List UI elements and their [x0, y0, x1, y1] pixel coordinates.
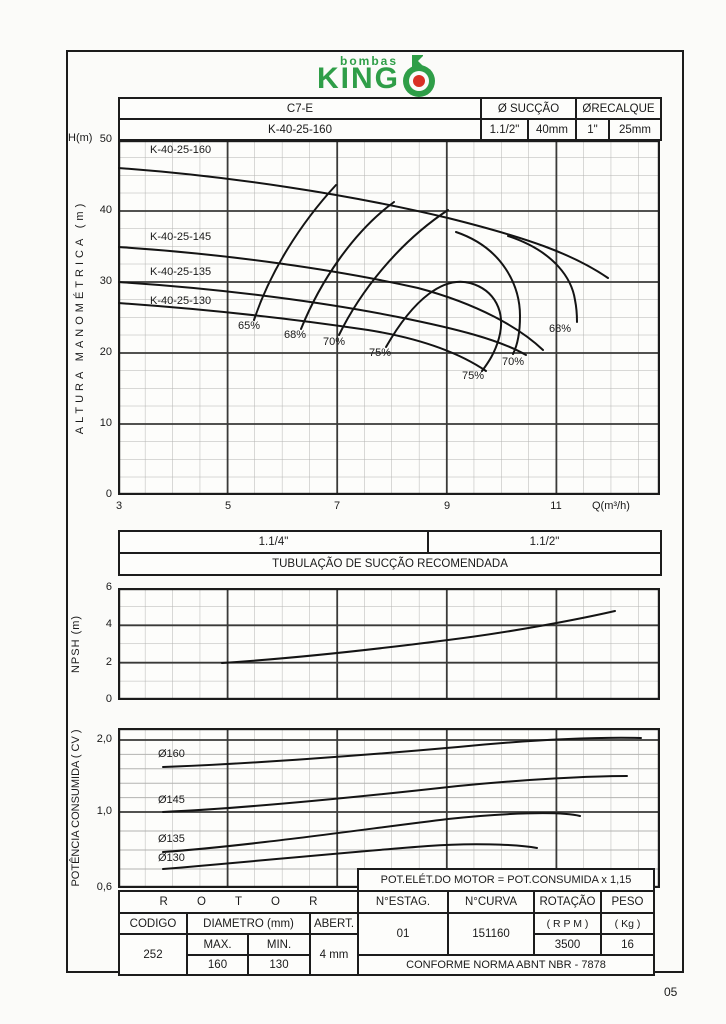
ytick-50: 50 [99, 133, 112, 145]
aperture-value-cell: 4 mm [309, 933, 359, 976]
stages-header-cell: N°ESTAG. [357, 890, 449, 914]
xtick-7: 7 [333, 500, 341, 512]
max-header-cell: MAX. [186, 933, 249, 956]
norm-cell: CONFORME NORMA ABNT NBR - 7878 [357, 954, 655, 976]
eff-label-75-right: 75% [462, 370, 485, 382]
xtick-5: 5 [224, 500, 232, 512]
series-cell: C7-E [118, 97, 482, 120]
suction-pipe-opt1-cell: 1.1/4" [118, 530, 429, 554]
ytick-10: 10 [99, 417, 112, 429]
weight-value-cell: 16 [600, 933, 655, 956]
discharge-header-cell: ØRECALQUE [575, 97, 662, 120]
max-value-cell: 160 [186, 954, 249, 976]
suction-header-cell: Ø SUCÇÃO [480, 97, 577, 120]
brand-name-label: KING [317, 62, 400, 95]
curve-label-130: K-40-25-130 [150, 295, 212, 307]
rotation-value-cell: 3500 [533, 933, 602, 956]
power-curve-label-160: Ø160 [158, 748, 185, 760]
xtick-11: 11 [550, 500, 562, 512]
ytick-20: 20 [99, 346, 112, 358]
discharge-mm-cell: 25mm [608, 118, 662, 141]
head-chart-unit: H(m) [68, 132, 93, 144]
min-header-cell: MIN. [247, 933, 311, 956]
curve-label-160: K-40-25-160 [150, 144, 212, 156]
ytick-40: 40 [99, 204, 112, 216]
xtick-9: 9 [443, 500, 451, 512]
suction-pipe-opt2-cell: 1.1/2" [427, 530, 662, 554]
eff-label-70-right: 70% [502, 356, 525, 368]
rotor-title-cell: R O T O R [118, 890, 359, 914]
head-chart-plot [118, 140, 660, 495]
motor-note-cell: POT.ELÉT.DO MOTOR = POT.CONSUMIDA x 1,15 [357, 868, 655, 892]
pump-icon [403, 55, 435, 97]
suction-pipe-caption-cell: TUBULAÇÃO DE SUCÇÃO RECOMENDADA [118, 552, 662, 576]
rpm-unit-cell: ( R P M ) [533, 912, 602, 935]
eff-label-68: 68% [284, 329, 307, 341]
ytick-30: 30 [99, 275, 112, 287]
power-tick-06: 0,6 [96, 881, 112, 893]
xtick-3: 3 [115, 500, 123, 512]
rotation-header-cell: ROTAÇÃO [533, 890, 602, 914]
head-chart-x-axis-label: Q(m³/h) [592, 500, 630, 512]
diameter-header-cell: DIAMETRO (mm) [186, 912, 311, 935]
npsh-tick-2: 2 [105, 656, 112, 668]
logo: bombas KING [315, 52, 455, 98]
eff-label-65: 65% [238, 320, 261, 332]
page-number: 05 [664, 985, 678, 999]
curve-number-header-cell: N°CURVA [447, 890, 535, 914]
power-curve-label-145: Ø145 [158, 794, 185, 806]
npsh-tick-6: 6 [105, 581, 112, 593]
aperture-header-cell: ABERT. [309, 912, 359, 935]
model-cell: K-40-25-160 [118, 118, 482, 141]
power-tick-2: 2,0 [96, 733, 112, 745]
npsh-chart-plot [118, 588, 660, 700]
suction-in-cell: 1.1/2" [480, 118, 529, 141]
npsh-tick-0: 0 [105, 693, 112, 705]
brand-top-label: bombas [339, 54, 398, 68]
power-curve-label-135: Ø135 [158, 833, 185, 845]
curve-number-value-cell: 151160 [447, 912, 535, 956]
code-header-cell: CODIGO [118, 912, 188, 935]
npsh-tick-4: 4 [105, 618, 112, 630]
power-curve-label-130: Ø130 [158, 852, 185, 864]
curve-label-145: K-40-25-145 [150, 231, 212, 243]
stages-value-cell: 01 [357, 912, 449, 956]
min-value-cell: 130 [247, 954, 311, 976]
weight-header-cell: PESO [600, 890, 655, 914]
eff-label-70: 70% [323, 336, 346, 348]
ytick-0: 0 [105, 488, 112, 500]
eff-label-68-right: 68% [549, 323, 572, 335]
eff-label-75: 75% [369, 347, 392, 359]
code-value-cell: 252 [118, 933, 188, 976]
power-chart-plot [118, 728, 660, 888]
power-tick-1: 1,0 [96, 805, 112, 817]
curve-label-135: K-40-25-135 [150, 266, 212, 278]
suction-mm-cell: 40mm [527, 118, 577, 141]
kg-unit-cell: ( Kg ) [600, 912, 655, 935]
discharge-in-cell: 1" [575, 118, 610, 141]
